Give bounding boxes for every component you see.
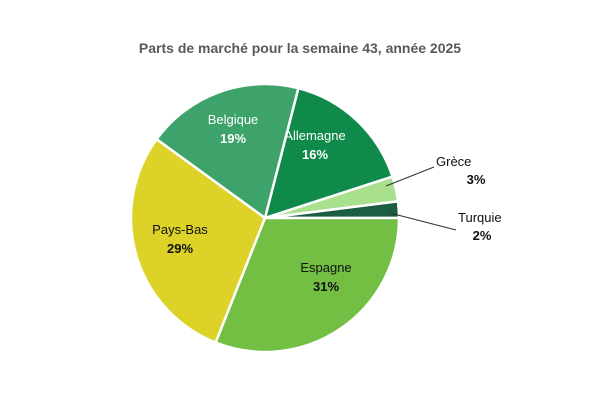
pie-slice-espagne: [214, 216, 401, 354]
pie-slice-belgique: [155, 82, 300, 220]
pie-labels: Turquie 2% Grèce 3% Allemagne 16% Belgique 19% P…: [152, 112, 501, 294]
pie-slice-allemagne: [263, 86, 394, 220]
leader-lines: [385, 166, 457, 231]
slice-value-belgique: 19%: [220, 131, 246, 146]
pie-slices: [129, 82, 401, 354]
slice-value-allemagne: 16%: [302, 147, 328, 162]
chart-title: Parts de marché pour la semaine 43, anné…: [138, 40, 462, 56]
slice-label-allemagne: Allemagne: [284, 128, 345, 143]
slice-value-grece: 3%: [467, 172, 486, 187]
slice-value-pays-bas: 29%: [167, 241, 193, 256]
leader-line-turquie: [389, 212, 457, 231]
slice-value-turquie: 2%: [473, 228, 492, 243]
slice-label-pays-bas: Pays-Bas: [152, 222, 208, 237]
slice-value-espagne: 31%: [313, 279, 339, 294]
slice-label-grece: Grèce: [436, 154, 471, 169]
slice-label-belgique: Belgique: [208, 112, 259, 127]
slice-label-espagne: Espagne: [300, 260, 351, 275]
pie-slice-pays-bas: [129, 137, 267, 344]
leader-line-grece: [385, 166, 435, 187]
slice-label-turquie: Turquie: [458, 210, 502, 225]
